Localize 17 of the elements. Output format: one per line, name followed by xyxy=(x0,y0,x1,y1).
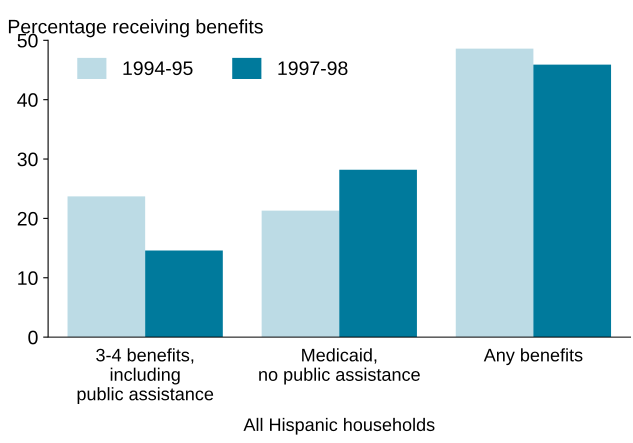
bar xyxy=(339,170,417,338)
x-tick-label: Medicaid, no public assistance xyxy=(259,348,420,385)
bar xyxy=(456,48,534,338)
x-axis-title: All Hispanic households xyxy=(243,418,434,435)
x-tick-label: 3-4 benefits, including public assistance xyxy=(78,348,214,404)
bar xyxy=(145,250,223,338)
bar xyxy=(262,210,340,338)
y-tick-label: 30 xyxy=(18,152,38,166)
y-tick-label: 0 xyxy=(28,330,38,344)
y-tick-label: 10 xyxy=(18,271,38,285)
legend-label: 1994-95 xyxy=(123,61,193,76)
x-tick-label: Any benefits xyxy=(484,348,582,366)
legend-label: 1997-98 xyxy=(278,61,348,76)
y-tick-label: 20 xyxy=(18,212,38,226)
bar xyxy=(533,64,612,338)
bar xyxy=(68,196,146,338)
y-tick-label: 40 xyxy=(17,93,38,107)
